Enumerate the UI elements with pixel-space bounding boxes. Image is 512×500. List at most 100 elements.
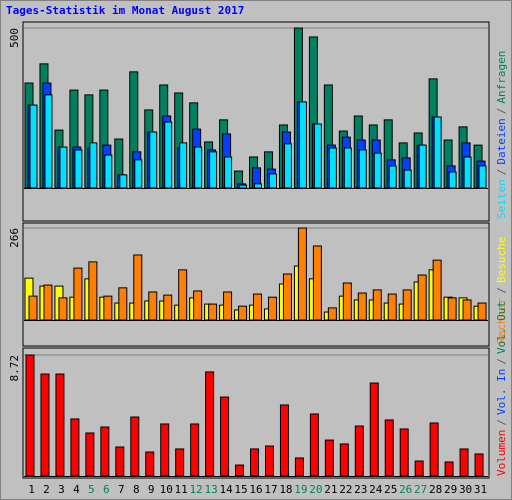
bar xyxy=(163,294,173,321)
bar xyxy=(238,305,248,321)
bar xyxy=(283,143,292,189)
bar xyxy=(444,461,454,477)
bar xyxy=(88,261,98,321)
bar xyxy=(223,291,233,321)
x-tick-label: 2 xyxy=(43,483,50,496)
x-tick-label: 20 xyxy=(309,483,322,496)
bar xyxy=(28,295,38,321)
x-tick-label: 26 xyxy=(399,483,412,496)
bar xyxy=(402,289,412,321)
x-tick-label: 4 xyxy=(73,483,80,496)
chart-title: Tages-Statistik im Monat August 2017 xyxy=(6,4,244,17)
x-tick-label: 29 xyxy=(444,483,457,496)
legend-separator: / xyxy=(495,108,508,115)
bar xyxy=(55,373,65,477)
bar xyxy=(104,154,113,189)
bar xyxy=(328,147,337,189)
x-tick-label: 14 xyxy=(219,483,233,496)
legend-entry: Vol. In xyxy=(495,369,508,415)
legend-separator: / xyxy=(495,169,508,176)
legend-entry: Volumen xyxy=(495,430,508,476)
bar xyxy=(89,142,98,189)
bar xyxy=(474,453,484,477)
x-tick-label: 6 xyxy=(103,483,110,496)
bar xyxy=(115,446,125,477)
bar xyxy=(388,165,397,189)
bar xyxy=(100,426,110,477)
y-tick-label: 500 xyxy=(8,28,21,48)
bar xyxy=(40,373,50,477)
legend-separator: / xyxy=(495,287,508,294)
bar xyxy=(253,293,263,321)
bar xyxy=(193,290,203,321)
bar xyxy=(432,259,442,321)
bar xyxy=(74,149,83,189)
bar xyxy=(417,274,427,321)
bar xyxy=(369,382,379,477)
bar xyxy=(279,404,289,477)
bar xyxy=(25,354,35,477)
bar xyxy=(133,254,143,321)
bar xyxy=(43,284,53,321)
y-tick-label: 266 xyxy=(8,228,21,248)
bar xyxy=(342,282,352,321)
bar xyxy=(209,151,218,189)
bar xyxy=(357,292,367,321)
bar xyxy=(312,245,322,321)
bar xyxy=(149,131,158,189)
x-tick-label: 17 xyxy=(264,483,277,496)
bar xyxy=(372,289,382,321)
bar xyxy=(145,451,155,477)
bar xyxy=(313,123,322,189)
bar xyxy=(478,165,487,189)
bar xyxy=(254,183,263,189)
bar xyxy=(29,104,38,189)
bar xyxy=(175,448,185,477)
x-tick-label: 7 xyxy=(118,483,125,496)
x-tick-label: 16 xyxy=(249,483,262,496)
bar xyxy=(118,287,128,321)
bar xyxy=(354,425,364,477)
legend-separator: / xyxy=(495,358,508,365)
bar xyxy=(178,269,188,321)
x-tick-label: 28 xyxy=(429,483,442,496)
bar xyxy=(459,448,469,477)
bar xyxy=(403,169,412,189)
bar xyxy=(194,146,203,189)
bar xyxy=(429,422,439,477)
bar xyxy=(358,149,367,189)
bar xyxy=(433,116,442,189)
x-tick-label: 5 xyxy=(88,483,95,496)
bar xyxy=(130,416,140,477)
bar xyxy=(148,291,158,321)
bar xyxy=(190,423,200,477)
bar xyxy=(343,147,352,189)
bar xyxy=(179,142,188,189)
bar xyxy=(294,457,304,477)
bar xyxy=(387,293,397,321)
bar xyxy=(298,101,307,189)
legend-entry: Vol. Out xyxy=(495,301,508,354)
x-tick-label: 31 xyxy=(474,483,487,496)
bar xyxy=(384,419,394,477)
legend-entry: Dateien xyxy=(495,118,508,164)
bar xyxy=(235,464,245,477)
x-tick-label: 15 xyxy=(234,483,247,496)
bar xyxy=(447,297,457,321)
legend: Seiten / Dateien / Anfragen xyxy=(495,51,508,219)
bar xyxy=(85,432,95,477)
bar xyxy=(59,146,68,189)
legend-entry: Seiten xyxy=(495,179,508,219)
bar xyxy=(70,418,80,477)
bar xyxy=(160,423,170,477)
bar xyxy=(205,371,215,477)
x-tick-label: 3 xyxy=(58,483,65,496)
bar xyxy=(224,156,233,189)
bar xyxy=(44,94,53,189)
x-tick-label: 22 xyxy=(339,483,352,496)
bar xyxy=(339,443,349,477)
x-tick-label: 10 xyxy=(160,483,173,496)
bar xyxy=(324,439,334,477)
bar xyxy=(373,152,382,189)
